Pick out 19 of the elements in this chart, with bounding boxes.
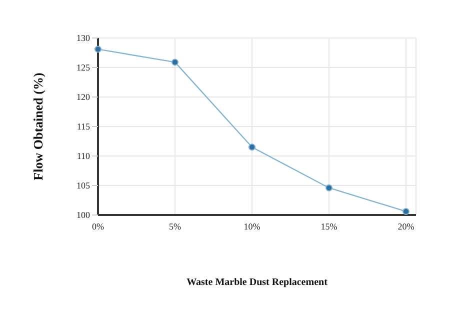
x-tick-label: 5% — [169, 221, 182, 232]
y-tick-label: 130 — [76, 33, 90, 44]
y-tick-label: 110 — [76, 151, 90, 162]
y-tick-label: 115 — [76, 122, 90, 132]
x-tick-label: 20% — [398, 221, 415, 232]
y-tick-label: 125 — [76, 62, 90, 73]
point — [402, 208, 410, 215]
point — [94, 46, 102, 53]
y-tick-label: 100 — [76, 210, 90, 220]
point — [248, 144, 256, 151]
point — [326, 184, 332, 192]
y-tick-label: 105 — [76, 180, 90, 191]
x-axis-title: Waste Marble Dust Replacement — [186, 277, 328, 288]
x-tick-label: 15% — [320, 221, 338, 232]
y-axis-title: Flow Obtained (%) — [30, 72, 46, 180]
x-tick-label: 10% — [244, 221, 261, 232]
point — [172, 58, 178, 66]
x-tick-label: 0% — [92, 221, 104, 232]
y-tick-label: 120 — [76, 92, 90, 102]
